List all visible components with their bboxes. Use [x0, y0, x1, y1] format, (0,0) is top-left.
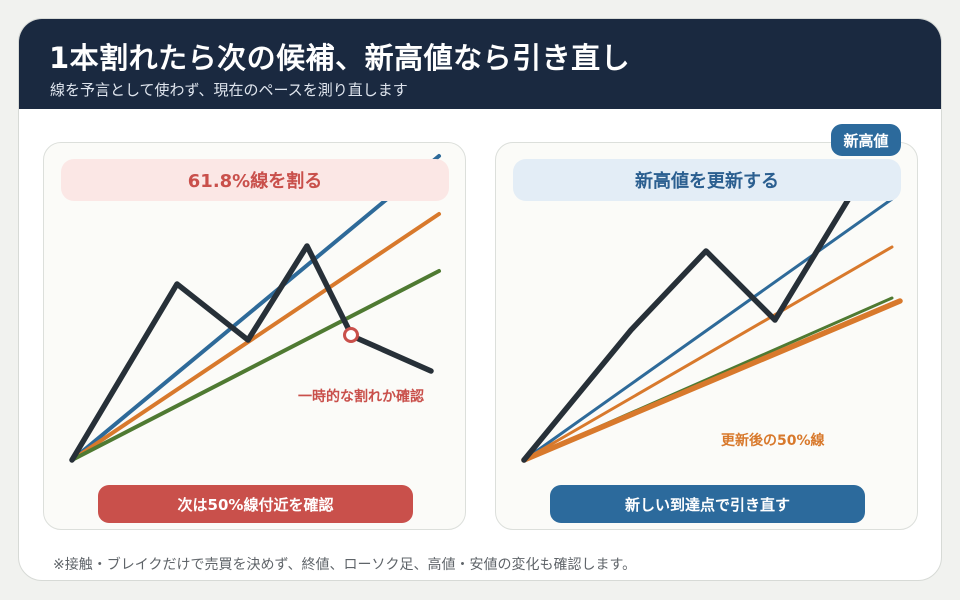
- fan-line-old-blue: [522, 197, 894, 462]
- left-diagram: [69, 154, 441, 463]
- break-annotation: 一時的な割れか確認: [298, 389, 424, 405]
- page-subtitle: 線を予言として使わず、現在のペースを測り直します: [50, 81, 408, 99]
- main-card: 1本割れたら次の候補、新高値なら引き直し 線を予言として使わず、現在のペースを測…: [18, 18, 942, 581]
- price-line: [521, 169, 868, 463]
- footnote: ※接触・ブレイクだけで売買を決めず、終値、ローソク足、高値・安値の変化も確認しま…: [53, 557, 637, 573]
- right-panel-heading: 新高値を更新する: [513, 159, 901, 201]
- right-diagram: [521, 164, 903, 463]
- fan-line-new-50: [521, 298, 903, 463]
- page-title: 1本割れたら次の候補、新高値なら引き直し: [49, 41, 631, 75]
- fan-line-50: [70, 269, 441, 462]
- header: 1本割れたら次の候補、新高値なら引き直し 線を予言として使わず、現在のペースを測…: [19, 19, 941, 109]
- new-50-line-annotation: 更新後の50%線: [721, 433, 825, 449]
- right-panel-new-high: 新高値を更新する 更新後の50%線 新しい到達点で引き直す: [495, 142, 918, 530]
- left-panel-heading: 61.8%線を割る: [61, 159, 449, 201]
- price-line: [69, 243, 434, 463]
- left-panel-break: 61.8%線を割る 一時的な割れか確認 次は50%線付近を確認: [43, 142, 466, 530]
- fan-line-old-orange: [522, 245, 894, 462]
- break-point-marker: [343, 327, 359, 343]
- check-50-line-button[interactable]: 次は50%線付近を確認: [98, 485, 413, 523]
- new-high-badge: 新高値: [831, 124, 901, 156]
- fan-line-61-8: [70, 212, 441, 462]
- redraw-button[interactable]: 新しい到達点で引き直す: [550, 485, 865, 523]
- fan-line-38-2: [70, 154, 441, 462]
